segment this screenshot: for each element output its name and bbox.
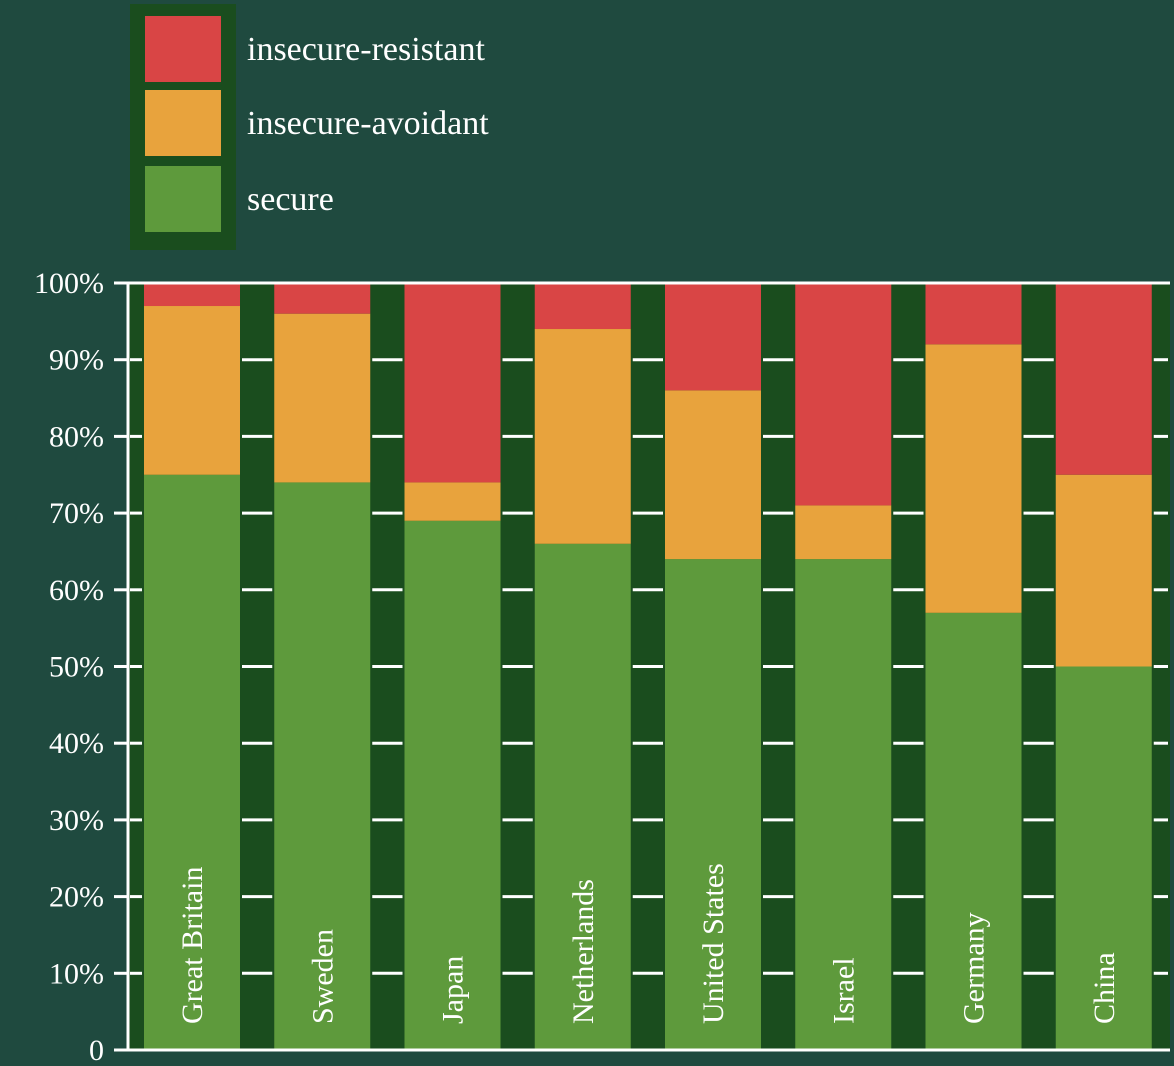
bar-secure-1 xyxy=(144,474,240,1050)
ytick-label-6: 60% xyxy=(49,574,104,607)
ytick-label-3: 30% xyxy=(49,804,104,837)
bar-insecure-avoidant-5 xyxy=(665,390,761,560)
legend-label-insecure-avoidant: insecure-avoidant xyxy=(247,105,489,142)
category-label-3: Japan xyxy=(437,956,470,1024)
bar-insecure-avoidant-4 xyxy=(534,329,631,544)
bar-insecure-resistant-7 xyxy=(925,283,1022,345)
legend-swatch-secure xyxy=(145,166,221,232)
bar-insecure-resistant-6 xyxy=(795,283,892,506)
bar-insecure-resistant-5 xyxy=(665,283,761,391)
bar-insecure-avoidant-7 xyxy=(925,344,1022,613)
bar-insecure-avoidant-3 xyxy=(404,482,501,521)
ytick-label-7: 70% xyxy=(49,497,104,530)
category-label-2: Sweden xyxy=(306,929,339,1024)
legend-swatch-insecure-avoidant xyxy=(145,90,221,156)
bar-insecure-avoidant-8 xyxy=(1055,474,1152,667)
category-label-4: Netherlands xyxy=(567,879,600,1024)
bar-insecure-avoidant-6 xyxy=(795,505,892,560)
ytick-label-1: 10% xyxy=(49,957,104,990)
ytick-label-8: 80% xyxy=(49,420,104,453)
bar-insecure-resistant-2 xyxy=(274,283,371,314)
bar-secure-7 xyxy=(925,612,1022,1050)
bar-insecure-resistant-8 xyxy=(1055,283,1152,475)
legend-label-insecure-resistant: insecure-resistant xyxy=(247,31,485,68)
ytick-label-10: 100% xyxy=(34,267,104,300)
ytick-label-9: 90% xyxy=(49,344,104,377)
bar-secure-8 xyxy=(1055,666,1152,1050)
bar-secure-5 xyxy=(665,559,761,1050)
bar-insecure-resistant-1 xyxy=(144,283,240,307)
ytick-label-5: 50% xyxy=(49,651,104,684)
ytick-label-2: 20% xyxy=(49,881,104,914)
bar-insecure-resistant-3 xyxy=(404,283,501,483)
ytick-label-4: 40% xyxy=(49,727,104,760)
category-label-5: United States xyxy=(697,863,730,1024)
bar-secure-4 xyxy=(534,543,631,1050)
bar-insecure-resistant-4 xyxy=(534,283,631,330)
legend-swatch-insecure-resistant xyxy=(145,16,221,82)
legend-label-secure: secure xyxy=(247,181,334,218)
category-label-6: Israel xyxy=(827,957,860,1024)
ytick-label-0: 0 xyxy=(89,1034,104,1066)
bar-insecure-avoidant-1 xyxy=(144,306,240,475)
category-label-8: China xyxy=(1088,952,1121,1024)
bar-secure-6 xyxy=(795,559,892,1050)
category-label-7: Germany xyxy=(958,912,991,1024)
bar-secure-2 xyxy=(274,482,371,1050)
category-label-1: Great Britain xyxy=(176,867,209,1024)
bar-secure-3 xyxy=(404,520,501,1050)
bar-insecure-avoidant-2 xyxy=(274,313,371,483)
